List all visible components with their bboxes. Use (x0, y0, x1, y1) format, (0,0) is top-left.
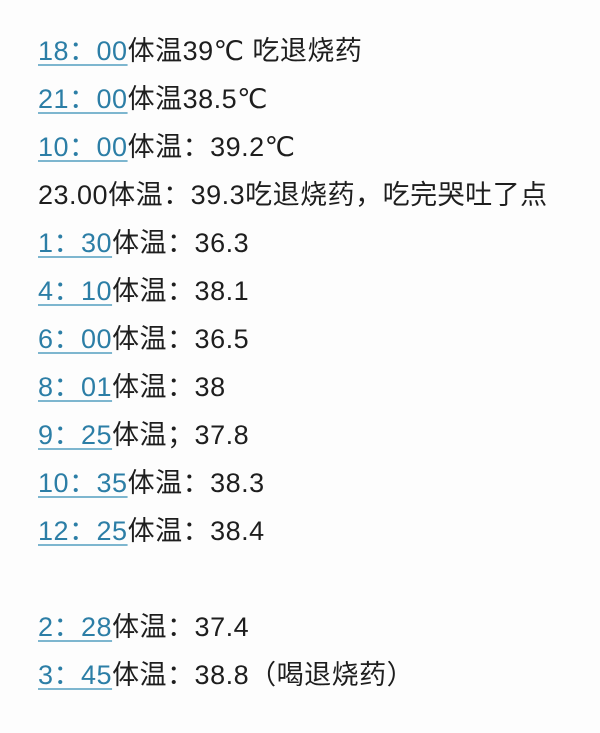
log-row: 4：10体温：38.1 (38, 267, 590, 315)
time-link[interactable]: 6：00 (38, 324, 113, 354)
temperature-log: 18：00体温39℃ 吃退烧药 21：00体温38.5℃ 10：00体温：39.… (38, 27, 590, 699)
time-link[interactable]: 8：01 (38, 372, 113, 402)
time-link[interactable]: 4：10 (38, 276, 113, 306)
log-row: 10：35体温：38.3 (38, 459, 590, 507)
record-text: 体温：36.5 (112, 324, 250, 354)
log-row: 6：00体温：36.5 (38, 315, 590, 363)
time-link[interactable]: 9：25 (38, 420, 113, 450)
log-row: 3：45体温：38.8（喝退烧药） (38, 651, 590, 699)
log-row: 9：25体温；37.8 (38, 411, 590, 459)
time-link[interactable]: 18：00 (38, 36, 128, 66)
time-link[interactable]: 12：25 (38, 516, 128, 546)
log-row: 10：00体温：39.2℃ (38, 123, 590, 171)
record-text: 体温：39.3吃退烧药，吃完哭吐了点 (108, 180, 548, 210)
log-row: 12：25体温：38.4 (38, 507, 590, 555)
time-link[interactable]: 10：35 (38, 468, 128, 498)
time-text: 23.00 (38, 180, 109, 210)
record-text: 体温：39.2℃ (127, 132, 296, 162)
time-link[interactable]: 10：00 (38, 132, 128, 162)
time-link[interactable]: 3：45 (38, 660, 113, 690)
log-row: 18：00体温39℃ 吃退烧药 (38, 27, 590, 75)
log-row: 2：28体温：37.4 (38, 603, 590, 651)
log-row: 23.00体温：39.3吃退烧药，吃完哭吐了点 (38, 171, 590, 219)
log-row: 1：30体温：36.3 (38, 219, 590, 267)
record-text: 体温：38.8（喝退烧药） (112, 660, 415, 690)
record-text: 体温：38.4 (127, 516, 265, 546)
record-text: 体温：36.3 (112, 228, 250, 258)
record-text: 体温：38.1 (112, 276, 250, 306)
record-text: 体温39℃ 吃退烧药 (127, 36, 363, 66)
time-link[interactable]: 21：00 (38, 84, 128, 114)
record-text: 体温：38 (112, 372, 226, 402)
record-text: 体温：38.3 (127, 468, 265, 498)
record-text: 体温；37.8 (112, 420, 250, 450)
record-text: 体温：37.4 (112, 612, 250, 642)
blank-line (38, 555, 590, 603)
time-link[interactable]: 2：28 (38, 612, 113, 642)
log-row: 21：00体温38.5℃ (38, 75, 590, 123)
time-link[interactable]: 1：30 (38, 228, 113, 258)
log-row: 8：01体温：38 (38, 363, 590, 411)
record-text: 体温38.5℃ (127, 84, 268, 114)
